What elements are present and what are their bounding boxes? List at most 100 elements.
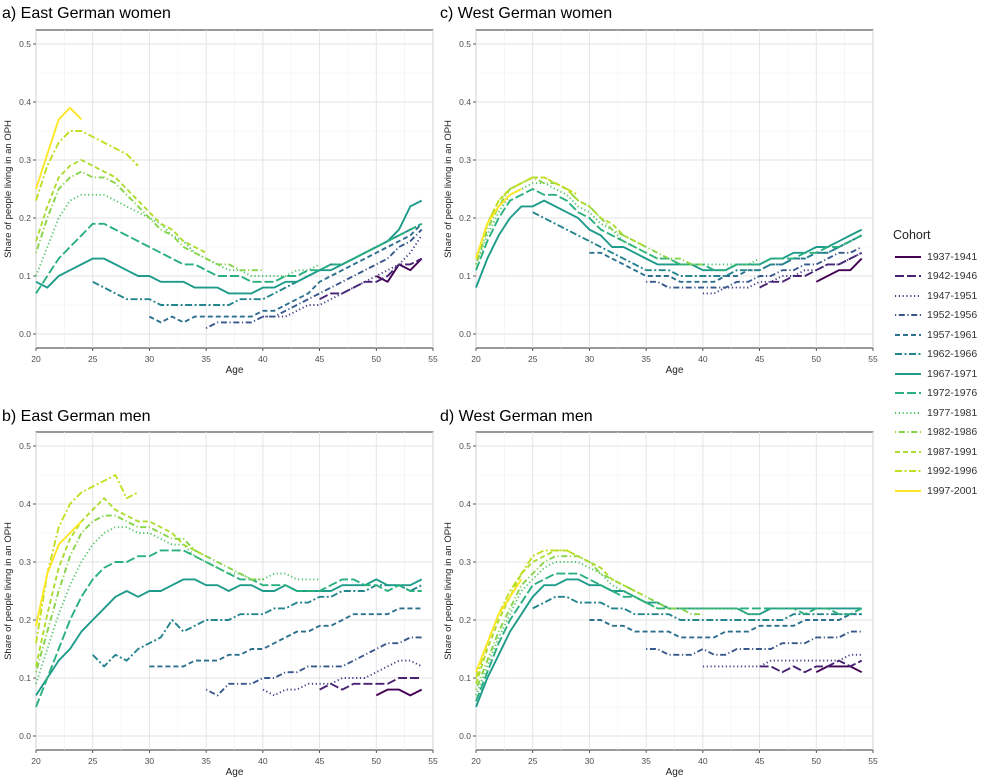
x-tick-label: 20 [31,756,41,766]
legend-label: 1957-1961 [927,328,978,341]
y-tick-label: 0.4 [459,499,471,509]
x-tick-label: 25 [88,756,98,766]
legend-key [895,294,921,297]
y-tick-label: 0.5 [459,39,471,49]
x-tick-label: 50 [372,756,382,766]
panel-title: c) West German women [440,5,612,22]
y-tick-label: 0.3 [459,155,471,165]
legend-label: 1937-1941 [927,250,978,263]
y-tick-label: 0.5 [19,39,31,49]
y-tick-label: 0.3 [19,155,31,165]
series-line-1937-1941 [815,257,863,283]
series-line-1967-1971 [475,199,863,288]
x-tick-label: 50 [372,354,382,364]
legend-item: 1952-1956 [893,306,993,326]
y-axis-label: Share of people living in an OPH [3,522,14,660]
x-tick-label: 40 [698,354,708,364]
legend-label: 1947-1951 [927,289,978,302]
x-axis-label: Age [226,365,244,376]
x-tick-label: 35 [641,756,651,766]
x-tick-label: 30 [585,354,595,364]
series-line-1947-1951 [262,234,423,318]
series-line-1972-1976 [475,188,863,272]
y-tick-label: 0.0 [19,731,31,741]
legend-item: 1942-1946 [893,267,993,287]
legend-label: 1942-1946 [927,270,978,283]
legend-key [895,372,921,375]
x-tick-label: 55 [428,756,438,766]
y-tick-label: 0.0 [19,329,31,339]
series-line-1942-1946 [319,677,422,691]
series-line-1947-1951 [262,659,423,697]
x-tick-label: 45 [315,756,325,766]
series-line-1977-1981 [475,182,761,266]
x-tick-label: 30 [145,354,155,364]
legend-label: 1977-1981 [927,406,978,419]
y-tick-label: 0.3 [19,557,31,567]
y-axis-label: Share of people living in an OPH [443,120,454,258]
series-line-1987-1991 [35,497,207,667]
x-tick-label: 25 [528,756,538,766]
x-tick-label: 55 [868,756,878,766]
x-axis-label: Age [226,767,244,778]
legend-item: 1947-1951 [893,286,993,306]
series-line-1977-1981 [35,526,320,685]
series-line-1937-1941 [815,665,863,674]
x-axis-label: Age [666,767,684,778]
x-tick-label: 55 [868,354,878,364]
y-tick-label: 0.2 [19,615,31,625]
legend-key [895,333,921,336]
x-tick-label: 20 [31,354,41,364]
x-tick-label: 55 [428,354,438,364]
legend-key [895,392,921,395]
x-tick-label: 20 [471,354,481,364]
series-line-1967-1971 [35,578,423,696]
x-tick-label: 25 [528,354,538,364]
legend-item: 1972-1976 [893,384,993,404]
legend-label: 1997-2001 [927,484,978,497]
legend-item: 1987-1991 [893,442,993,462]
x-tick-label: 40 [258,354,268,364]
y-axis-label: Share of people living in an OPH [443,522,454,660]
x-tick-label: 25 [88,354,98,364]
panel-title: b) East German men [2,408,151,425]
panel-title: d) West German men [440,408,593,425]
legend-item: 1967-1971 [893,364,993,384]
x-tick-label: 30 [585,756,595,766]
panel-3: 20 25 30 35 40 45 50 55 0.0 0.1 0.2 0.3 0.4 0.5 c) Wes… [440,5,878,376]
y-tick-label: 0.2 [459,213,471,223]
legend-label: 1992-1996 [927,465,978,478]
y-tick-label: 0.1 [19,673,31,683]
series-line-1987-1991 [475,549,647,685]
legend-label: 1972-1976 [927,387,978,400]
series-line-1937-1941 [375,688,423,697]
x-tick-label: 45 [315,354,325,364]
y-tick-label: 0.2 [19,213,31,223]
series-line-1952-1956 [205,636,422,697]
legend-label: 1962-1966 [927,348,978,361]
x-tick-label: 40 [258,756,268,766]
series-line-1997-2001 [475,188,522,259]
y-tick-label: 0.4 [19,97,31,107]
legend-label: 1987-1991 [927,445,978,458]
x-axis-label: Age [666,365,684,376]
series-line-1947-1951 [702,653,862,668]
legend-title: Cohort [893,228,931,242]
legend-label: 1982-1986 [927,426,978,439]
x-tick-label: 35 [201,756,211,766]
panel-2: 20 25 30 35 40 45 50 55 0.0 0.1 0.2 0.3 0.4 0.5 b) Eas… [2,408,438,778]
legend-item: 1957-1961 [893,325,993,345]
y-tick-label: 0.5 [19,441,31,451]
x-tick-label: 20 [471,756,481,766]
legend-key [895,431,921,434]
panel-1: 20 25 30 35 40 45 50 55 0.0 0.1 0.2 0.3 0.4 0.5 a) Eas… [2,5,438,376]
series-line-1987-1991 [35,159,207,254]
legend-key [895,470,921,473]
y-tick-label: 0.5 [459,441,471,451]
x-tick-label: 35 [641,354,651,364]
y-tick-label: 0.1 [459,271,471,281]
legend-item: 1962-1966 [893,345,993,365]
series-line-1942-1946 [759,251,863,289]
legend-key [895,314,921,317]
legend-key [895,450,921,453]
